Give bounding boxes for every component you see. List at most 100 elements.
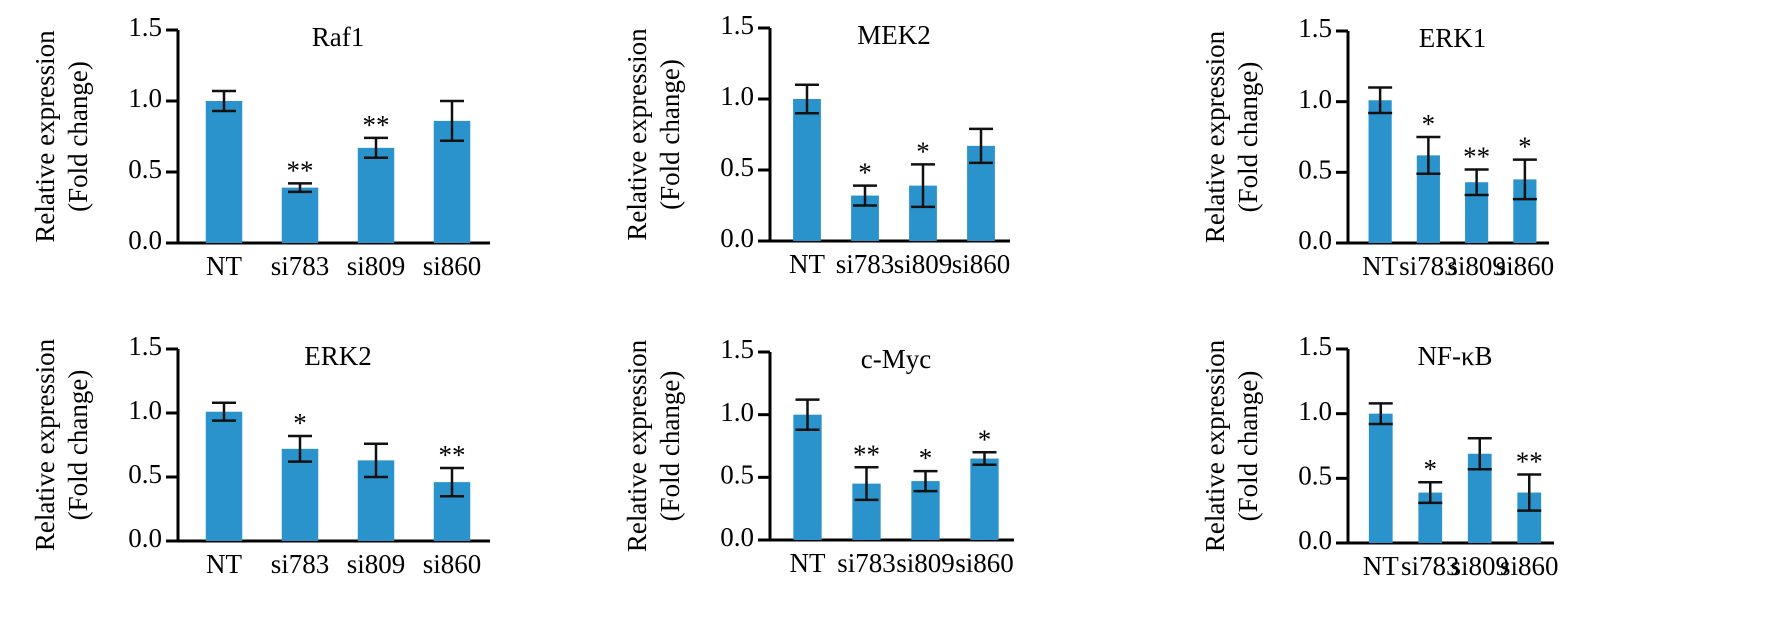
chart-title: NF-κB [1417, 341, 1492, 371]
significance-marker: * [858, 158, 872, 188]
x-tick-label: si860 [423, 251, 482, 281]
y-tick-label: 0.0 [720, 522, 754, 552]
chart-panel: Relative expression (Fold change) 0.0 0.5 1.… [530, 0, 1050, 290]
y-tick-label: 1.5 [1298, 13, 1332, 43]
x-tick-label: NT [206, 549, 242, 579]
significance-marker: * [919, 443, 933, 473]
x-tick-label: NT [1362, 251, 1398, 281]
significance-marker: * [1518, 132, 1532, 162]
x-tick-label: si860 [1496, 251, 1555, 281]
y-tick-label: 0.5 [128, 154, 162, 184]
significance-marker: ** [1463, 142, 1490, 172]
chart-panel: Relative expression (Fold change) 0.0 0.5 1.… [534, 282, 1054, 578]
bar-si783 [1418, 492, 1443, 543]
x-tick-label: si809 [1450, 551, 1509, 581]
y-axis-label-units: (Fold change) [1233, 62, 1263, 213]
y-axis-label-units: (Fold change) [63, 370, 93, 521]
y-tick-label: 0.0 [720, 223, 754, 253]
x-tick-label: si809 [896, 548, 955, 578]
y-axis-label-units: (Fold change) [1233, 371, 1263, 522]
bar-NT [793, 414, 822, 540]
x-tick-label: si783 [1401, 551, 1460, 581]
significance-marker: * [916, 136, 930, 166]
y-axis-label-units: (Fold change) [655, 59, 685, 210]
y-tick-label: 1.5 [720, 10, 754, 40]
bar-NT [205, 101, 243, 243]
chart-panel: Relative expression (Fold change) 0.0 0.5 1.… [1062, 0, 1582, 290]
x-tick-label: si860 [955, 548, 1014, 578]
y-tick-label: 1.0 [1298, 84, 1332, 114]
x-tick-label: si783 [836, 249, 895, 279]
bar-si809 [1467, 453, 1492, 543]
x-tick-label: si860 [1500, 551, 1559, 581]
y-tick-label: 0.5 [1298, 155, 1332, 185]
y-tick-label: 1.5 [128, 331, 162, 361]
y-tick-label: 1.5 [128, 12, 162, 42]
x-tick-label: si809 [347, 549, 406, 579]
y-axis-label: Relative expression [622, 339, 652, 552]
bar-si809 [1465, 182, 1489, 243]
significance-marker: * [978, 424, 992, 454]
x-tick-label: NT [789, 249, 825, 279]
y-tick-label: 1.0 [720, 397, 754, 427]
bar-si783 [281, 448, 319, 541]
y-axis-label-units: (Fold change) [655, 371, 685, 522]
y-axis-label-units: (Fold change) [63, 61, 93, 212]
significance-marker: ** [439, 440, 466, 470]
x-tick-label: NT [790, 548, 826, 578]
y-tick-label: 1.0 [720, 81, 754, 111]
x-tick-label: si809 [1447, 251, 1506, 281]
bar-chart: Relative expression (Fold change) 0.0 0.5 1.… [622, 10, 1010, 279]
x-tick-label: NT [206, 251, 242, 281]
bar-NT [205, 411, 243, 541]
bar-si783 [1416, 155, 1440, 243]
y-tick-label: 0.0 [128, 225, 162, 255]
bar-si809 [357, 147, 395, 243]
significance-marker: ** [363, 110, 390, 140]
chart-title: ERK1 [1419, 23, 1487, 53]
y-tick-label: 1.0 [1298, 396, 1332, 426]
y-tick-label: 0.5 [720, 460, 754, 490]
chart-panel: Relative expression (Fold change) 0.0 0.5 1.… [1062, 282, 1582, 581]
y-tick-label: 1.5 [720, 334, 754, 364]
y-tick-label: 0.5 [128, 459, 162, 489]
y-axis-label: Relative expression [1200, 30, 1230, 243]
bar-chart: Relative expression (Fold change) 0.0 0.5 1.… [1200, 331, 1558, 581]
y-tick-label: 1.5 [1298, 331, 1332, 361]
bar-chart: Relative expression (Fold change) 0.0 0.5 1.… [1200, 13, 1555, 281]
x-tick-label: si860 [423, 549, 482, 579]
bar-chart: Relative expression (Fold change) 0.0 0.5 1.… [622, 334, 1014, 578]
y-axis-label: Relative expression [30, 338, 60, 551]
chart-title: Raf1 [312, 22, 364, 52]
bar-si860 [1517, 492, 1542, 543]
x-tick-label: si783 [837, 548, 896, 578]
bar-NT [1368, 413, 1393, 543]
chart-title: MEK2 [857, 20, 931, 50]
significance-marker: * [1424, 454, 1438, 484]
bar-chart: Relative expression (Fold change) 0.0 0.5 1.… [30, 12, 490, 281]
x-tick-label: si783 [271, 251, 330, 281]
bar-si783 [281, 187, 319, 243]
significance-marker: * [293, 408, 307, 438]
y-tick-label: 0.0 [128, 523, 162, 553]
bar-NT [793, 99, 821, 241]
chart-panel: Relative expression (Fold change) 0.0 0.5 1.… [0, 0, 520, 290]
x-tick-label: si809 [347, 251, 406, 281]
x-tick-label: NT [1363, 551, 1399, 581]
chart-title: ERK2 [304, 341, 372, 371]
significance-marker: * [1422, 109, 1436, 139]
y-tick-label: 1.0 [128, 83, 162, 113]
bar-NT [1368, 100, 1392, 244]
bar-si860 [1513, 179, 1537, 243]
y-tick-label: 0.5 [1298, 461, 1332, 491]
y-tick-label: 1.0 [128, 395, 162, 425]
x-tick-label: si783 [271, 549, 330, 579]
y-axis-label: Relative expression [622, 28, 652, 241]
bar-chart: Relative expression (Fold change) 0.0 0.5 1.… [30, 331, 490, 579]
y-tick-label: 0.0 [1298, 225, 1332, 255]
x-tick-label: si783 [1399, 251, 1458, 281]
significance-marker: ** [1516, 446, 1543, 476]
chart-panel: Relative expression (Fold change) 0.0 0.5 1.… [0, 282, 520, 579]
y-tick-label: 0.0 [1298, 525, 1332, 555]
chart-title: c-Myc [861, 344, 931, 374]
